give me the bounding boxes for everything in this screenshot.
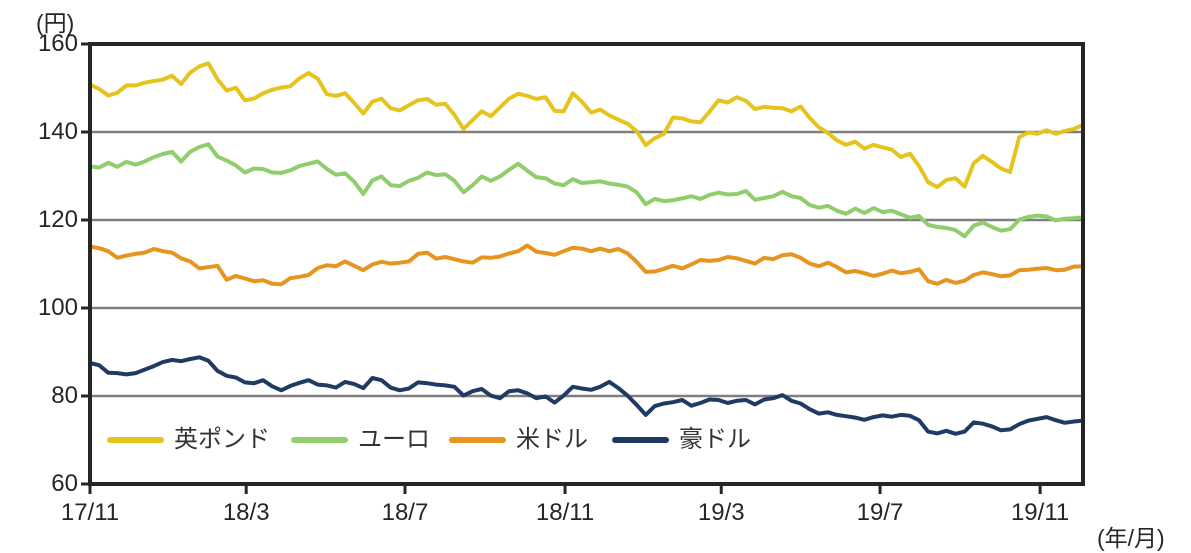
legend-swatch-eur <box>291 437 348 443</box>
x-tick-label-18/11: 18/11 <box>535 499 595 526</box>
legend-label-usd: 米ドル <box>516 426 588 453</box>
y-tick-label-140: 140 <box>37 118 78 145</box>
x-tick-label-19/3: 19/3 <box>697 499 745 526</box>
series-line-eur <box>88 142 1085 239</box>
series-line-gbp <box>88 61 1085 189</box>
legend-swatch-usd <box>449 437 506 443</box>
x-tick-label-17/11: 17/11 <box>60 499 120 526</box>
y-tick-label-160: 160 <box>37 30 78 57</box>
legend-label-aud: 豪ドル <box>679 426 751 453</box>
x-tick-label-18/7: 18/7 <box>381 499 429 526</box>
legend-item-aud: 豪ドル <box>612 426 751 454</box>
x-tick-label-18/3: 18/3 <box>222 499 270 526</box>
legend-swatch-gbp <box>107 437 164 443</box>
legend-swatch-aud <box>612 437 669 443</box>
legend-label-gbp: 英ポンド <box>174 426 270 453</box>
series-line-aud <box>88 355 1085 436</box>
legend-label-eur: ユーロ <box>358 426 430 453</box>
x-tick-label-19/7: 19/7 <box>856 499 904 526</box>
legend-item-gbp: 英ポンド <box>107 426 270 454</box>
y-axis-unit-label: (円) <box>36 10 75 36</box>
plot-border <box>88 42 1085 486</box>
y-tick-label-100: 100 <box>37 294 78 321</box>
legend-item-eur: ユーロ <box>291 426 430 454</box>
x-tick-label-19/11: 19/11 <box>1010 499 1070 526</box>
y-tick-label-80: 80 <box>51 382 78 409</box>
legend-item-usd: 米ドル <box>449 426 588 454</box>
y-tick-label-60: 60 <box>51 470 78 497</box>
x-axis-unit-label: (年/月) <box>1097 525 1165 551</box>
y-tick-label-120: 120 <box>37 206 78 233</box>
series-line-usd <box>88 243 1085 287</box>
